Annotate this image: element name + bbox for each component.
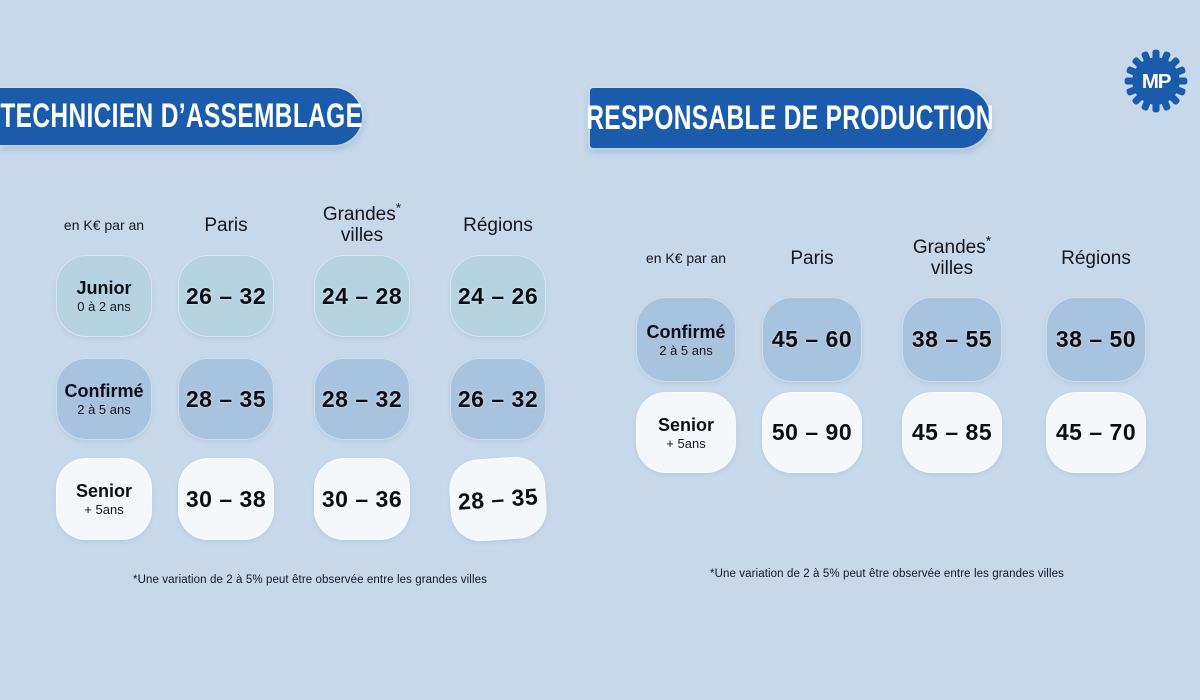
salary-cell-confirme-paris: 28 – 35 xyxy=(178,358,274,440)
salary-cell-senior-grandes-villes: 30 – 36 xyxy=(314,458,410,540)
gear-icon: MP xyxy=(1124,49,1188,113)
table-row-junior: Junior 0 à 2 ans 26 – 32 24 – 28 24 – 26 xyxy=(56,255,546,337)
salary-cell-junior-regions: 24 – 26 xyxy=(450,255,546,337)
salary-cell-confirme-regions: 38 – 50 xyxy=(1046,297,1146,382)
column-header-paris: Paris xyxy=(790,247,834,269)
experience-label: + 5ans xyxy=(84,502,124,517)
level-cell-confirme: Confirmé 2 à 5 ans xyxy=(56,358,152,440)
column-header-line2: villes xyxy=(340,225,384,246)
column-header-regions: Régions xyxy=(1061,247,1131,269)
footnote: *Une variation de 2 à 5% peut être obser… xyxy=(133,574,487,586)
salary-cell-senior-regions: 28 – 35 xyxy=(447,454,549,544)
salary-cell-confirme-regions: 26 – 32 xyxy=(450,358,546,440)
experience-label: 2 à 5 ans xyxy=(77,402,131,417)
level-cell-senior: Senior + 5ans xyxy=(56,458,152,540)
asterisk: * xyxy=(395,199,402,216)
level-label: Junior xyxy=(76,278,132,298)
table-row-confirme: Confirmé 2 à 5 ans 28 – 35 28 – 32 26 – … xyxy=(56,358,546,440)
table-row-confirme: Confirmé 2 à 5 ans 45 – 60 38 – 55 38 – … xyxy=(636,297,1146,382)
banner-title: TECHNICIEN D’ASSEMBLAGE xyxy=(0,97,362,135)
level-label: Senior xyxy=(75,481,132,501)
salary-cell-senior-paris: 30 – 38 xyxy=(178,458,274,540)
experience-label: + 5ans xyxy=(666,435,706,451)
column-header-grandes-villes: Grandes* villes xyxy=(902,234,1002,279)
level-label: Confirmé xyxy=(64,381,144,401)
column-header-regions: Régions xyxy=(463,214,533,236)
salary-cell-senior-paris: 50 – 90 xyxy=(762,392,862,473)
level-cell-senior: Senior + 5ans xyxy=(636,392,736,473)
column-header-paris: Paris xyxy=(204,214,248,236)
table-header-row: en K€ par an Paris Grandes* villes Régio… xyxy=(636,234,1146,279)
level-label: Confirmé xyxy=(646,321,726,342)
table-row-senior: Senior + 5ans 50 – 90 45 – 85 45 – 70 xyxy=(636,392,1146,473)
salary-cell-confirme-paris: 45 – 60 xyxy=(762,297,862,382)
table-header-row: en K€ par an Paris Grandes* villes Régio… xyxy=(56,201,546,247)
unit-label: en K€ par an xyxy=(645,249,727,266)
banner-technicien-assemblage: TECHNICIEN D’ASSEMBLAGE xyxy=(0,88,362,145)
column-header-line1: Grandes xyxy=(322,204,396,225)
banner-responsable-production: RESPONSABLE DE PRODUCTION xyxy=(586,88,993,148)
unit-label: en K€ par an xyxy=(63,216,145,233)
level-label: Senior xyxy=(657,414,714,435)
salary-cell-confirme-grandes-villes: 28 – 32 xyxy=(314,358,410,440)
salary-cell-senior-regions: 45 – 70 xyxy=(1046,392,1146,473)
mp-gear-logo: MP xyxy=(1124,49,1188,113)
salary-cell-senior-grandes-villes: 45 – 85 xyxy=(902,392,1002,473)
column-header-line1: Grandes xyxy=(912,237,986,258)
logo-text: MP xyxy=(1142,70,1171,93)
table-row-senior: Senior + 5ans 30 – 38 30 – 36 28 – 35 xyxy=(56,454,549,544)
salary-cell-confirme-grandes-villes: 38 – 55 xyxy=(902,297,1002,382)
salary-cell-junior-paris: 26 – 32 xyxy=(178,255,274,337)
experience-label: 2 à 5 ans xyxy=(659,342,713,358)
asterisk: * xyxy=(985,232,992,249)
footnote: *Une variation de 2 à 5% peut être obser… xyxy=(710,568,1064,580)
salary-table-technicien: en K€ par an Paris Grandes* villes Régio… xyxy=(56,201,549,544)
experience-label: 0 à 2 ans xyxy=(77,299,131,314)
column-header-line2: villes xyxy=(930,258,974,279)
column-header-grandes-villes: Grandes* villes xyxy=(314,201,410,246)
banner-title: RESPONSABLE DE PRODUCTION xyxy=(586,98,994,137)
level-cell-junior: Junior 0 à 2 ans xyxy=(56,255,152,337)
salary-cell-junior-grandes-villes: 24 – 28 xyxy=(314,255,410,337)
salary-table-responsable: en K€ par an Paris Grandes* villes Régio… xyxy=(636,234,1146,473)
level-cell-confirme: Confirmé 2 à 5 ans xyxy=(636,297,736,382)
